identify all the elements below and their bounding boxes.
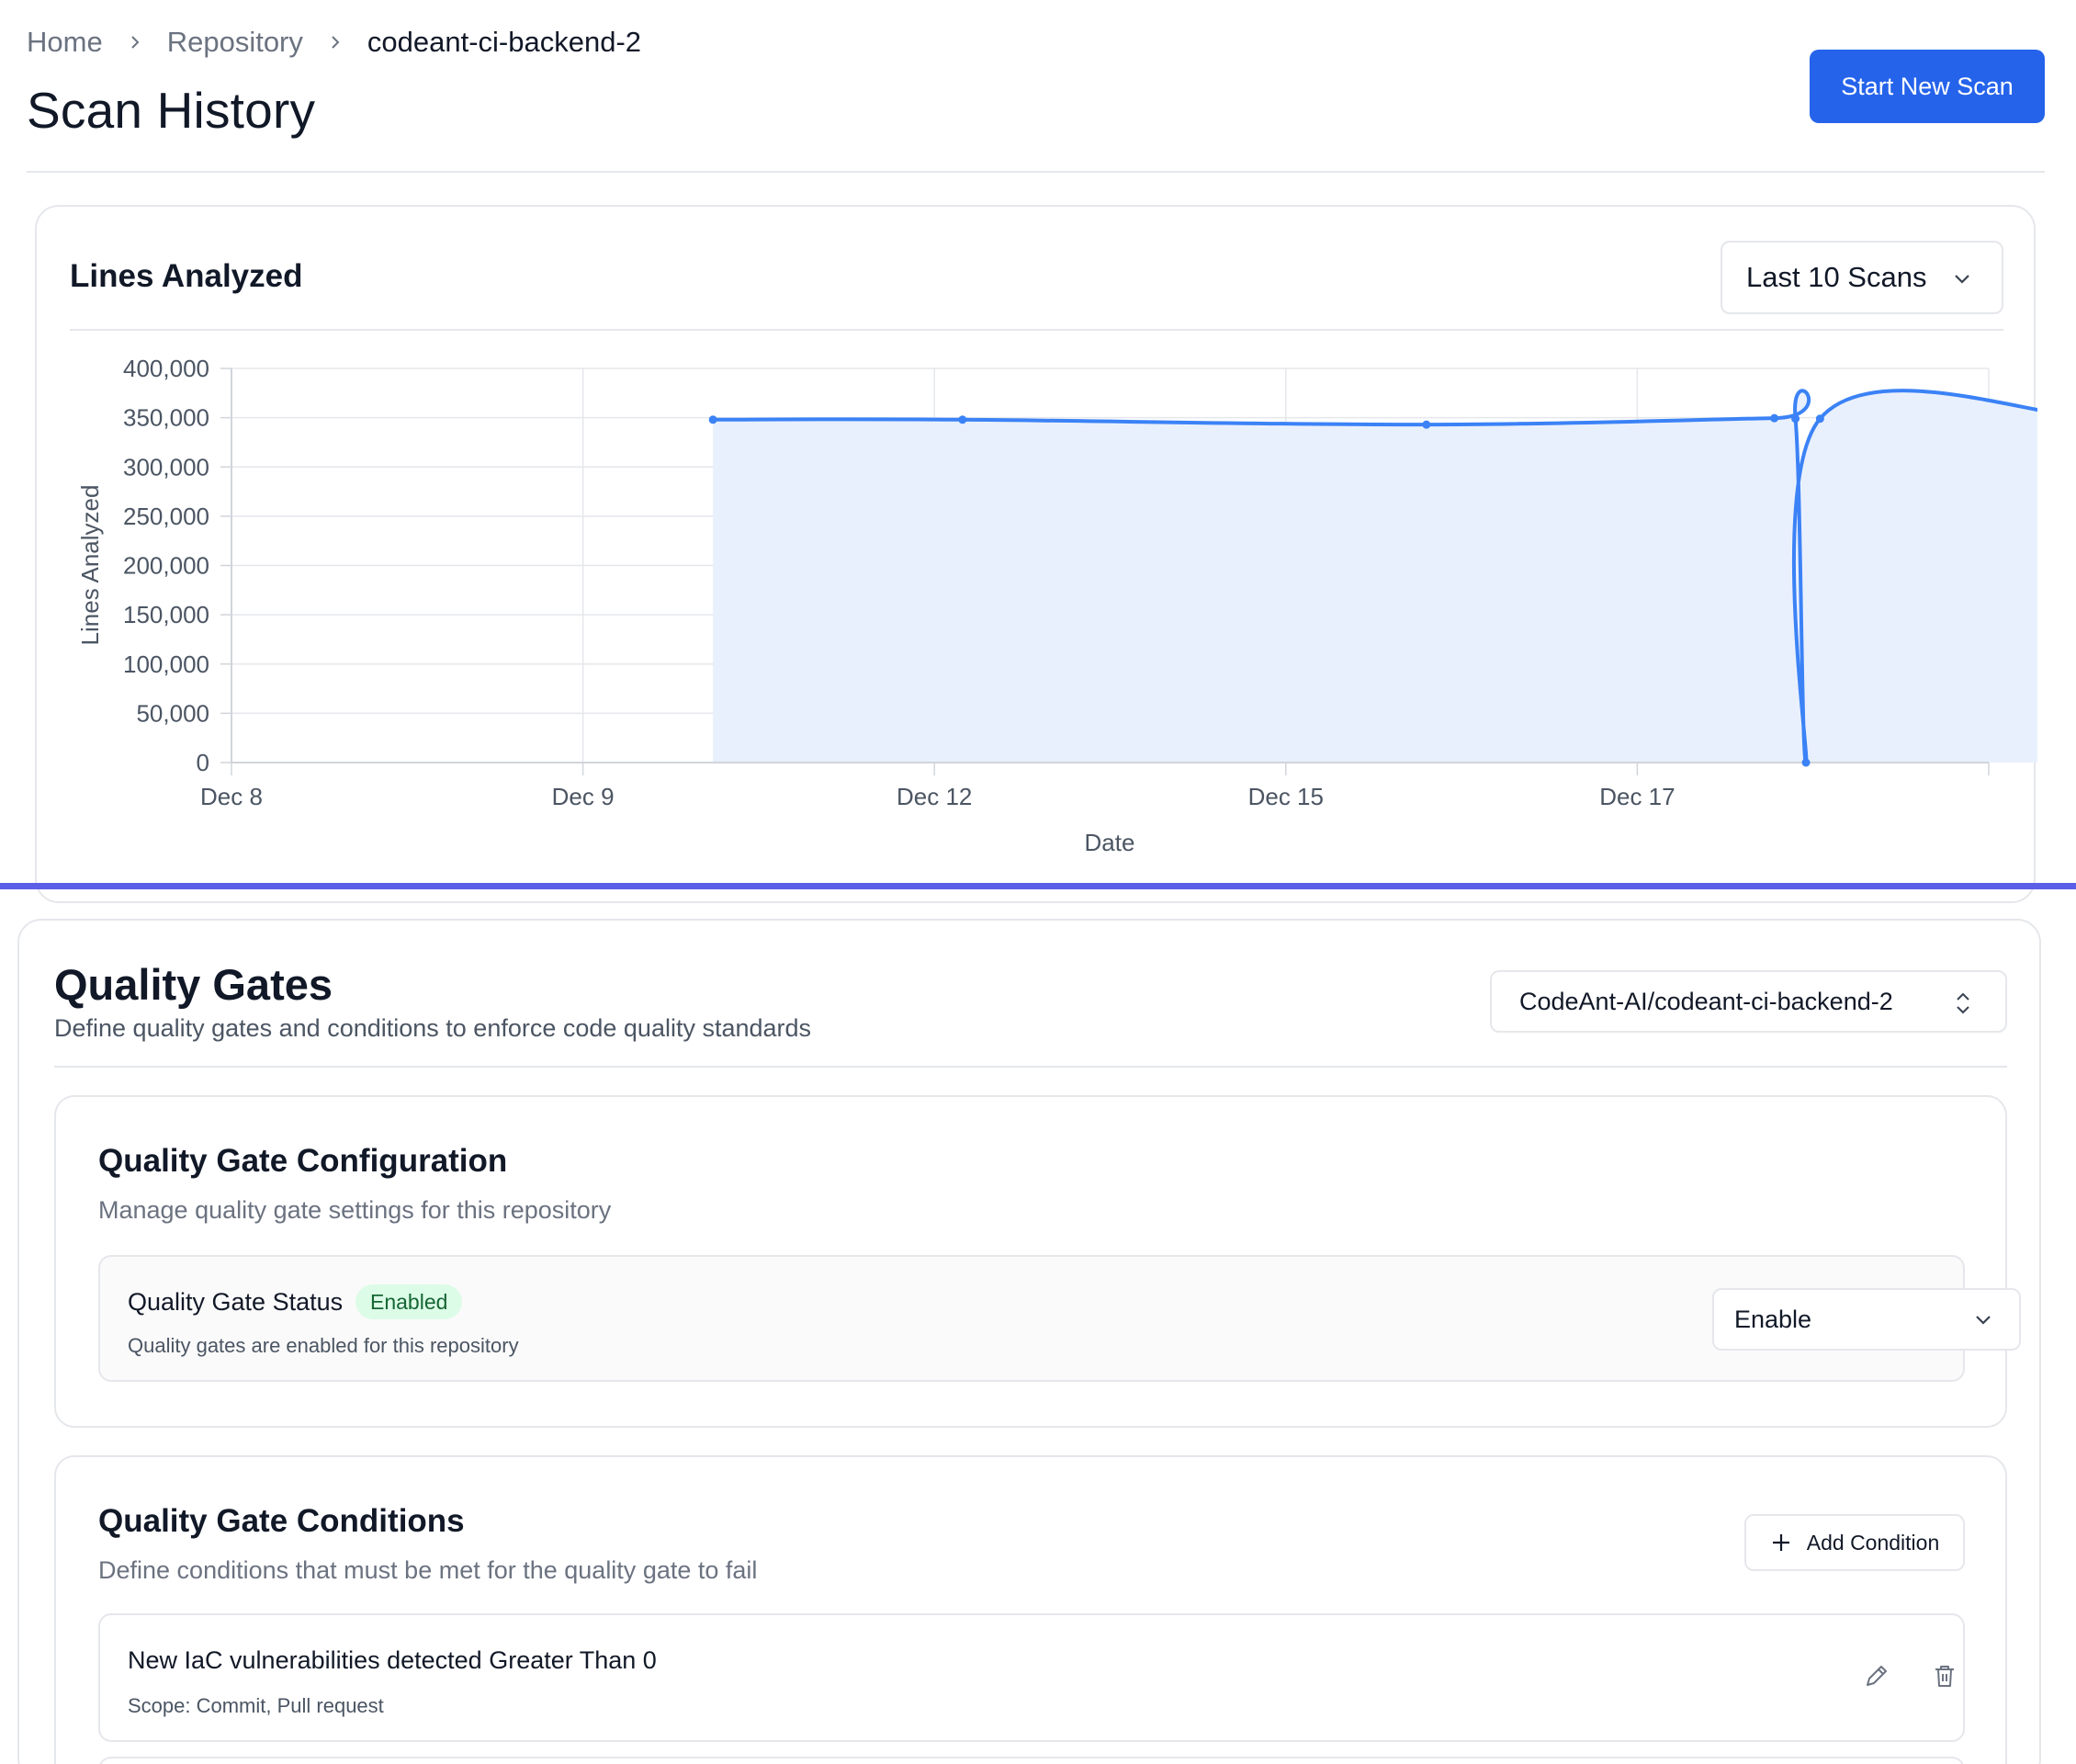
quality-gate-status-box: Quality Gate Status Enabled Quality gate… <box>98 1255 2021 1382</box>
lines-analyzed-card: Lines Analyzed Last 10 Scans 0 50,000 100,… <box>35 205 2037 903</box>
series-line <box>713 389 2037 764</box>
chart-line <box>713 389 2037 764</box>
repository-select-value: CodeAnt-AI/codeant-ci-backend-2 <box>1519 987 1893 1015</box>
breadcrumb-current: codeant-ci-backend-2 <box>367 26 642 58</box>
x-tick-label: Dec 8 <box>200 783 263 810</box>
y-tick-label: 50,000 <box>136 699 209 727</box>
x-tick-label: Dec 12 <box>897 783 972 810</box>
repository-select[interactable]: CodeAnt-AI/codeant-ci-backend-2 <box>1490 970 2007 1033</box>
chart-card-title: Lines Analyzed <box>70 258 303 294</box>
section-separator <box>0 883 2076 889</box>
chart-tick-labels: 0 50,000 100,000 150,000 200,000 250,000 300,0… <box>123 355 1675 810</box>
condition-row <box>98 1757 1965 1764</box>
y-tick-label: 0 <box>197 749 209 776</box>
status-label: Quality Gate Status <box>128 1288 344 1316</box>
add-condition-button[interactable]: Add Condition <box>1744 1514 1965 1571</box>
scan-range-value: Last 10 Scans <box>1746 261 1927 293</box>
status-description: Quality gates are enabled for this repos… <box>128 1334 519 1357</box>
y-tick-label: 300,000 <box>123 453 209 481</box>
chevron-right-icon <box>127 34 143 51</box>
data-point <box>1801 758 1811 767</box>
x-tick-label: Dec 9 <box>552 783 615 810</box>
configuration-title: Quality Gate Configuration <box>98 1143 508 1179</box>
condition-title: New IaC vulnerabilities detected Greater… <box>128 1646 657 1674</box>
add-condition-label: Add Condition <box>1806 1530 1940 1555</box>
data-point <box>1791 414 1800 424</box>
status-badge: Enabled <box>355 1284 463 1319</box>
enable-select[interactable]: Enable <box>1712 1288 2021 1351</box>
page-title: Scan History <box>27 82 316 139</box>
chevron-down-icon <box>1950 265 1974 298</box>
chevron-up-down-icon <box>1950 989 1976 1024</box>
start-new-scan-button[interactable]: Start New Scan <box>1810 50 2045 123</box>
pencil-icon[interactable] <box>1858 1657 1895 1694</box>
data-point <box>1770 413 1779 423</box>
plus-icon <box>1770 1532 1792 1554</box>
condition-scope: Scope: Commit, Pull request <box>128 1694 384 1717</box>
quality-gates-subtitle: Define quality gates and conditions to e… <box>54 1014 812 1042</box>
data-point <box>1422 420 1431 429</box>
y-tick-label: 350,000 <box>123 404 209 432</box>
enable-select-value: Enable <box>1734 1305 1812 1333</box>
header-divider <box>27 171 2045 173</box>
quality-gate-conditions-card: Quality Gate Conditions Define condition… <box>54 1455 2007 1764</box>
x-axis-label: Date <box>1085 829 1135 856</box>
y-tick-label: 100,000 <box>123 650 209 678</box>
breadcrumb-repository[interactable]: Repository <box>166 26 303 58</box>
quality-gates-title: Quality Gates <box>54 960 333 1009</box>
configuration-description: Manage quality gate settings for this re… <box>98 1196 612 1224</box>
conditions-title: Quality Gate Conditions <box>98 1503 465 1539</box>
quality-gates-divider <box>54 1066 2007 1068</box>
chart-axes <box>220 368 1990 775</box>
x-tick-label: Dec 17 <box>1599 783 1675 810</box>
trash-icon[interactable] <box>1926 1657 1963 1694</box>
chevron-right-icon <box>327 34 344 51</box>
breadcrumb-home[interactable]: Home <box>27 26 103 58</box>
lines-analyzed-chart: 0 50,000 100,000 150,000 200,000 250,000 300,0… <box>76 355 2037 856</box>
quality-gates-card: Quality Gates Define quality gates and c… <box>17 919 2041 1764</box>
conditions-description: Define conditions that must be met for t… <box>98 1556 758 1584</box>
data-point <box>708 415 717 424</box>
chevron-down-icon <box>1971 1307 1995 1338</box>
breadcrumb: Home Repository codeant-ci-backend-2 <box>27 26 641 59</box>
y-tick-label: 250,000 <box>123 503 209 530</box>
chart-points <box>708 413 1824 767</box>
condition-row: New IaC vulnerabilities detected Greater… <box>98 1613 1965 1742</box>
y-tick-label: 400,000 <box>123 355 209 382</box>
chart-card-divider <box>70 329 2003 331</box>
y-tick-label: 200,000 <box>123 552 209 580</box>
x-tick-label: Dec 15 <box>1248 783 1324 810</box>
y-axis-label: Lines Analyzed <box>76 485 104 646</box>
chart-area <box>713 390 2037 763</box>
scan-range-select[interactable]: Last 10 Scans <box>1721 241 2003 314</box>
data-point <box>958 415 967 424</box>
data-point <box>1815 414 1824 424</box>
series-area <box>713 390 2037 763</box>
y-tick-label: 150,000 <box>123 601 209 628</box>
quality-gate-configuration-card: Quality Gate Configuration Manage qualit… <box>54 1095 2021 1428</box>
